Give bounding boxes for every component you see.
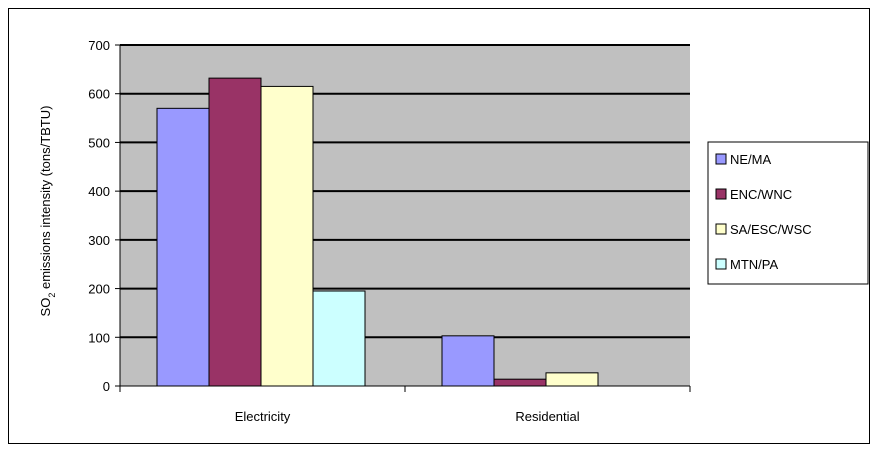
- legend-swatch: [715, 153, 727, 165]
- y-tick-label: 500: [88, 135, 110, 150]
- y-axis-title-prefix: SO: [38, 298, 53, 317]
- y-axis-title: SO2 emissions intensity (tons/TBTU): [38, 106, 57, 317]
- category-labels: Electricity Residential: [235, 409, 580, 424]
- y-tick-label: 200: [88, 282, 110, 297]
- y-ticks: [115, 44, 120, 387]
- bar-ne-ma-electricity: [156, 107, 210, 387]
- bar-enc-wnc-residential: [493, 378, 547, 387]
- legend: NE/MA ENC/WNC SA/ESC/WSC MTN/PA: [707, 141, 869, 285]
- legend-swatch: [715, 223, 727, 235]
- y-tick-label: 400: [88, 184, 110, 199]
- y-tick-labels: 0 100 200 300 400 500 600 700: [88, 38, 110, 394]
- legend-label: ENC/WNC: [730, 187, 792, 202]
- y-axis-title-suffix: emissions intensity (tons/TBTU): [38, 106, 53, 293]
- legend-label: SA/ESC/WSC: [730, 222, 812, 237]
- bar-ne-ma-residential: [441, 335, 495, 387]
- y-axis-title-subscript: 2: [47, 293, 57, 298]
- category-label: Electricity: [235, 409, 291, 424]
- bar-enc-wnc-electricity: [208, 77, 262, 387]
- legend-label: NE/MA: [730, 152, 772, 167]
- category-label: Residential: [515, 409, 579, 424]
- y-tick-label: 600: [88, 87, 110, 102]
- legend-box: [707, 141, 869, 285]
- y-tick-label: 300: [88, 233, 110, 248]
- legend-swatch: [715, 258, 727, 270]
- bar-sa-esc-wsc-residential: [545, 372, 599, 387]
- legend-swatch: [715, 188, 727, 200]
- bar-mtn-pa-electricity: [312, 290, 366, 387]
- y-tick-label: 0: [103, 379, 110, 394]
- y-tick-label: 700: [88, 38, 110, 53]
- legend-label: MTN/PA: [730, 257, 778, 272]
- x-ticks: [119, 386, 691, 392]
- bar-sa-esc-wsc-electricity: [260, 85, 314, 387]
- y-tick-label: 100: [88, 330, 110, 345]
